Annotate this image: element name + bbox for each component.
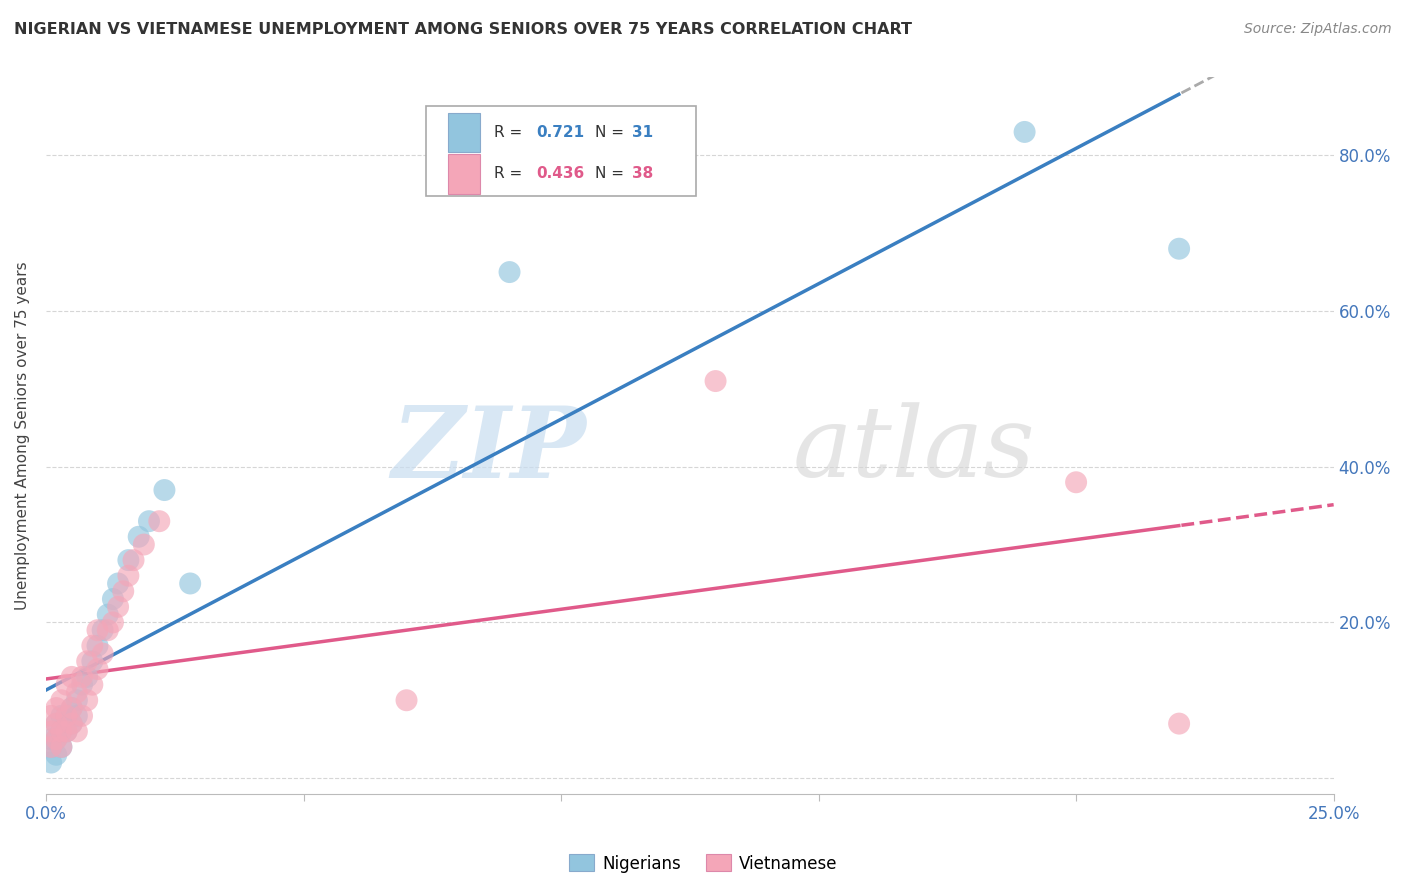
- Point: [132, 537, 155, 551]
- Point: [70, 670, 93, 684]
- Point: [117, 553, 139, 567]
- Point: [51, 724, 73, 739]
- Point: [45, 732, 67, 747]
- Point: [70, 678, 93, 692]
- Point: [82, 654, 104, 668]
- Point: [60, 701, 83, 715]
- Point: [395, 693, 418, 707]
- Point: [97, 607, 120, 622]
- Text: NIGERIAN VS VIETNAMESE UNEMPLOYMENT AMONG SENIORS OVER 75 YEARS CORRELATION CHAR: NIGERIAN VS VIETNAMESE UNEMPLOYMENT AMON…: [14, 22, 912, 37]
- FancyBboxPatch shape: [426, 106, 696, 195]
- Point: [179, 576, 201, 591]
- Point: [86, 639, 108, 653]
- Point: [39, 724, 62, 739]
- Point: [66, 724, 89, 739]
- Point: [86, 623, 108, 637]
- Point: [60, 716, 83, 731]
- Point: [39, 756, 62, 770]
- Point: [138, 514, 160, 528]
- Point: [55, 724, 77, 739]
- Point: [76, 693, 98, 707]
- Point: [60, 701, 83, 715]
- Point: [51, 693, 73, 707]
- Point: [39, 708, 62, 723]
- Text: 0.721: 0.721: [537, 125, 585, 140]
- Point: [55, 708, 77, 723]
- Point: [1064, 475, 1087, 490]
- Text: atlas: atlas: [793, 402, 1036, 498]
- Point: [39, 732, 62, 747]
- Point: [51, 724, 73, 739]
- Point: [45, 701, 67, 715]
- Point: [51, 739, 73, 754]
- Point: [76, 654, 98, 668]
- Point: [66, 693, 89, 707]
- Legend: Nigerians, Vietnamese: Nigerians, Vietnamese: [562, 847, 844, 880]
- Text: N =: N =: [595, 167, 628, 181]
- Point: [60, 716, 83, 731]
- Point: [101, 615, 124, 630]
- FancyBboxPatch shape: [447, 154, 479, 194]
- Point: [66, 708, 89, 723]
- Point: [128, 530, 150, 544]
- Text: N =: N =: [595, 125, 628, 140]
- Text: 38: 38: [631, 167, 654, 181]
- Point: [112, 584, 135, 599]
- Point: [70, 708, 93, 723]
- Text: R =: R =: [494, 125, 527, 140]
- Point: [97, 623, 120, 637]
- Point: [39, 739, 62, 754]
- Point: [153, 483, 176, 497]
- Point: [117, 568, 139, 582]
- Point: [55, 724, 77, 739]
- Point: [91, 623, 114, 637]
- Point: [148, 514, 170, 528]
- Point: [55, 678, 77, 692]
- Point: [86, 662, 108, 676]
- Text: ZIP: ZIP: [392, 401, 586, 498]
- Point: [1168, 716, 1191, 731]
- Point: [45, 732, 67, 747]
- Point: [76, 670, 98, 684]
- Text: 31: 31: [631, 125, 652, 140]
- Point: [51, 739, 73, 754]
- Point: [122, 553, 145, 567]
- Point: [1168, 242, 1191, 256]
- Point: [45, 716, 67, 731]
- Point: [66, 685, 89, 699]
- Point: [107, 599, 129, 614]
- Text: R =: R =: [494, 167, 527, 181]
- FancyBboxPatch shape: [447, 113, 479, 153]
- Point: [60, 670, 83, 684]
- Point: [82, 639, 104, 653]
- Point: [1014, 125, 1036, 139]
- Text: 0.436: 0.436: [537, 167, 585, 181]
- Point: [82, 678, 104, 692]
- Point: [498, 265, 520, 279]
- Point: [107, 576, 129, 591]
- Point: [55, 708, 77, 723]
- Point: [45, 747, 67, 762]
- Point: [91, 647, 114, 661]
- Point: [51, 708, 73, 723]
- Text: Source: ZipAtlas.com: Source: ZipAtlas.com: [1244, 22, 1392, 37]
- Point: [39, 739, 62, 754]
- Y-axis label: Unemployment Among Seniors over 75 years: Unemployment Among Seniors over 75 years: [15, 261, 30, 610]
- Point: [45, 716, 67, 731]
- Point: [101, 592, 124, 607]
- Point: [704, 374, 727, 388]
